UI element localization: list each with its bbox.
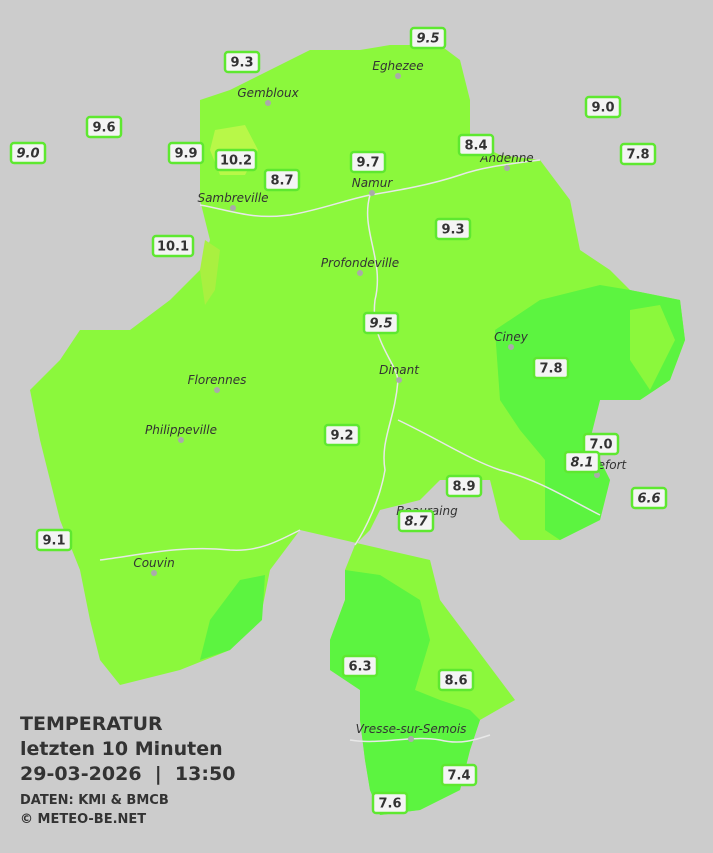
station-value: 8.7	[404, 515, 428, 530]
stations: 9.5 9.3 9.0 9.6 9.0 9.9 10.2 9.7 8.4 7.8 8.7 9.3 10.…	[9, 26, 668, 815]
place-name: Gembloux	[237, 86, 299, 100]
station-box	[445, 474, 483, 498]
place-name: Florennes	[188, 373, 247, 387]
station-box	[151, 234, 195, 258]
station-box	[371, 791, 409, 815]
place-dot	[594, 472, 600, 478]
station-value: 8.4	[464, 139, 487, 154]
station-value: 9.2	[330, 429, 353, 444]
place-dot	[357, 270, 363, 276]
station-box	[409, 26, 447, 50]
station-value: 8.7	[270, 174, 293, 189]
station-value: 9.7	[356, 156, 379, 171]
station-box	[223, 50, 261, 74]
places: EghezeeGemblouxAndenneNamurSambrevillePr…	[133, 59, 628, 742]
river-lesse	[397, 419, 601, 516]
station-value: 8.9	[452, 480, 475, 495]
station-value: 9.5	[416, 32, 439, 47]
place-name: Namur	[352, 176, 394, 190]
river-semois	[99, 529, 301, 561]
place-dot	[265, 100, 271, 106]
legend-datetime: 29-03-2026 | 13:50	[20, 763, 235, 785]
warm-zone-west-edge	[200, 240, 220, 305]
station-value: 9.5	[369, 317, 392, 332]
station-value: 9.3	[441, 223, 464, 238]
place-dot	[396, 377, 402, 383]
place-name: Ciney	[494, 330, 529, 344]
station-box	[349, 150, 387, 174]
station-value: 8.6	[444, 674, 467, 689]
place-dot	[369, 190, 375, 196]
station-box	[9, 141, 47, 165]
river-semois-south	[349, 734, 491, 743]
station-box	[630, 486, 668, 510]
station-box	[563, 450, 601, 474]
station-box	[167, 141, 205, 165]
station-value: 7.8	[539, 362, 562, 377]
station-box	[323, 423, 361, 447]
station-value: 6.6	[637, 492, 660, 507]
place-name: Dinant	[379, 363, 420, 377]
station-value: 9.1	[42, 534, 65, 549]
station-box	[434, 217, 472, 241]
place-name: Vresse-sur-Semois	[356, 722, 467, 736]
mild-zone-east	[630, 305, 675, 390]
station-value: 9.9	[174, 147, 197, 162]
station-value: 9.3	[230, 56, 253, 71]
place-dot	[504, 165, 510, 171]
place-dot	[408, 736, 414, 742]
station-box	[214, 148, 258, 172]
station-box	[584, 95, 622, 119]
place-name: Eghezee	[372, 59, 423, 73]
station-box	[85, 115, 123, 139]
station-value: 7.8	[626, 148, 649, 163]
station-box	[397, 509, 435, 533]
station-value: 9.6	[92, 121, 115, 136]
station-box	[263, 168, 301, 192]
station-value: 7.0	[589, 438, 612, 453]
place-name: Couvin	[133, 556, 174, 570]
station-box	[362, 311, 400, 335]
station-value: 9.0	[16, 147, 39, 162]
cool-zone-south	[330, 570, 480, 815]
legend-period: letzten 10 Minuten	[20, 738, 223, 760]
station-box	[341, 654, 379, 678]
legend-source: DATEN: KMI & BMCB	[20, 793, 169, 808]
station-value: 8.1	[570, 456, 593, 471]
station-value: 7.6	[378, 797, 401, 812]
station-box	[457, 133, 495, 157]
place-dot	[214, 387, 220, 393]
cool-zone-southwest	[200, 575, 265, 660]
station-value: 9.0	[591, 101, 614, 116]
legend-copyright: © METEO-BE.NET	[20, 812, 146, 827]
station-box	[532, 356, 570, 380]
place-name: Profondeville	[321, 256, 399, 270]
station-box	[437, 668, 475, 692]
station-box	[582, 432, 620, 456]
station-value: 10.1	[157, 240, 189, 255]
place-dot	[395, 73, 401, 79]
place-dot	[230, 205, 236, 211]
station-box	[440, 763, 478, 787]
station-value: 6.3	[348, 660, 371, 675]
place-name: Philippeville	[145, 423, 217, 437]
station-box	[35, 528, 73, 552]
station-box	[619, 142, 657, 166]
place-dot	[508, 344, 514, 350]
legend-title: TEMPERATUR	[20, 713, 163, 735]
station-value: 7.4	[447, 769, 470, 784]
place-dot	[151, 570, 157, 576]
station-value: 10.2	[220, 154, 252, 169]
place-dot	[178, 437, 184, 443]
place-name: Sambreville	[197, 191, 268, 205]
